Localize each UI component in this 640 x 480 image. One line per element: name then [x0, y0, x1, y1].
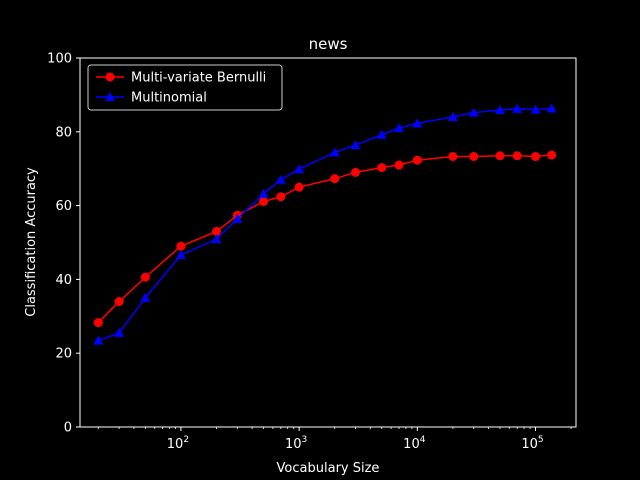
data-point [447, 112, 458, 122]
series-1 [93, 103, 557, 345]
data-point [93, 335, 104, 345]
x-tick-label: 102 [167, 435, 189, 452]
data-point [93, 318, 103, 328]
data-point [412, 155, 422, 165]
data-point [140, 292, 151, 302]
data-point [547, 150, 557, 160]
x-axis-label: Vocabulary Size [277, 461, 380, 476]
data-point [412, 118, 423, 128]
data-point [546, 103, 557, 113]
data-point [258, 188, 269, 198]
data-point [176, 241, 186, 251]
data-point [512, 103, 523, 113]
x-tick-label: 104 [403, 435, 426, 452]
data-point [329, 147, 340, 157]
data-point [259, 197, 269, 207]
data-point [376, 129, 387, 139]
plot-frame [79, 57, 577, 428]
data-point [351, 167, 361, 177]
data-point [114, 297, 124, 307]
data-point [232, 213, 243, 223]
legend-label: Multi-variate Bernulli [131, 71, 266, 86]
data-point [494, 105, 505, 115]
data-point [469, 152, 479, 162]
y-axis-label: Classification Accuracy [24, 167, 39, 317]
data-point [212, 226, 222, 236]
data-point [394, 123, 405, 133]
data-point [468, 107, 479, 117]
y-tick-label: 80 [55, 125, 72, 140]
data-point [294, 182, 304, 192]
legend-marker [105, 72, 115, 82]
data-point [394, 160, 404, 170]
legend-entry-1: Multinomial [96, 91, 207, 106]
data-point [512, 151, 522, 161]
chart-title: news [309, 35, 348, 53]
legend-label: Multinomial [131, 91, 207, 106]
y-tick-label: 40 [55, 273, 72, 288]
x-tick-label: 105 [521, 435, 543, 452]
y-tick-label: 100 [47, 52, 72, 67]
legend-entry-0: Multi-variate Bernulli [96, 71, 266, 86]
series-0 [93, 150, 557, 328]
data-point [114, 327, 125, 337]
legend: Multi-variate Bernulli Multinomial [87, 64, 283, 111]
legend-box [87, 64, 283, 111]
y-tick-label: 20 [55, 347, 72, 362]
plot-area: 0 20 40 60 80 100 102 103 104 105 [47, 52, 577, 452]
data-point [294, 164, 305, 174]
data-point [495, 151, 505, 161]
data-point [140, 272, 150, 282]
y-tick-label: 60 [55, 199, 72, 214]
series-line [97, 154, 552, 324]
data-point [530, 104, 541, 114]
data-point [275, 174, 286, 184]
data-point [175, 250, 186, 260]
x-tick-label: 103 [285, 435, 307, 452]
data-point [448, 152, 458, 162]
data-point [330, 174, 340, 184]
series-line [98, 107, 552, 342]
data-point [350, 140, 361, 150]
y-tick-label: 0 [64, 421, 72, 436]
data-point [276, 192, 286, 202]
data-point [531, 152, 541, 162]
data-point [211, 234, 222, 244]
data-point [377, 163, 387, 173]
legend-marker [105, 92, 115, 101]
